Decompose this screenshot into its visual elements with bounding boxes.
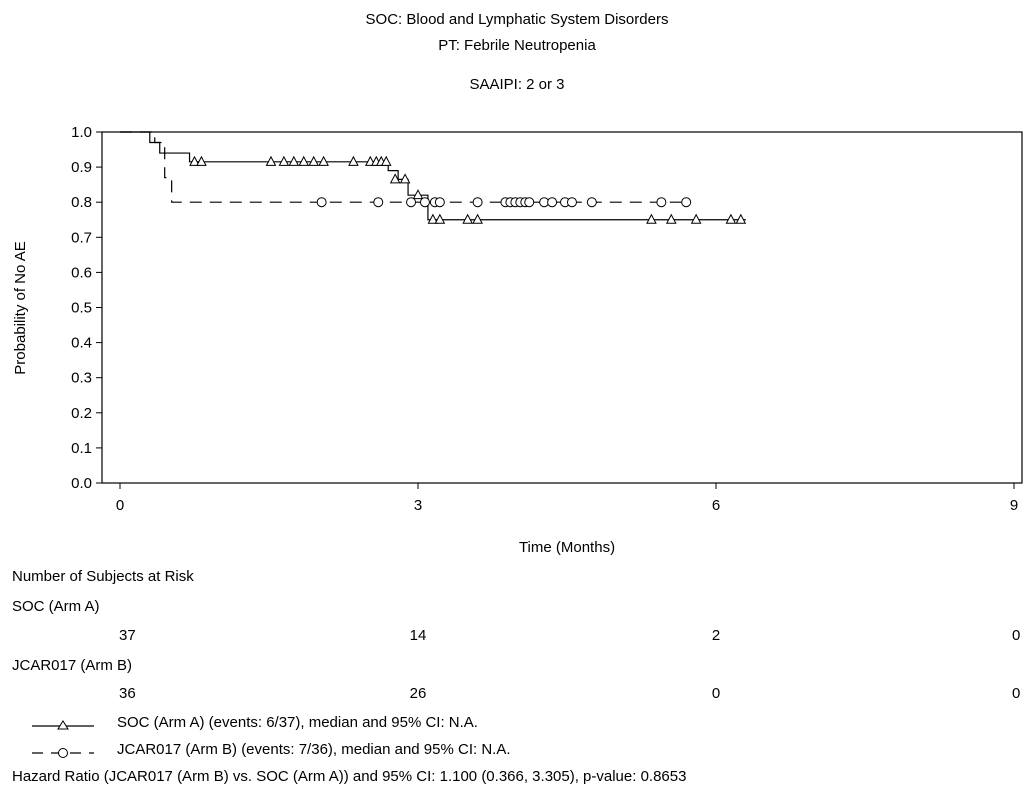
censor-marker-triangle <box>462 213 473 224</box>
x-tick-label: 3 <box>414 497 422 514</box>
censor-marker-triangle <box>434 213 446 224</box>
chart-subtitle: SAAIPI: 2 or 3 <box>469 76 565 93</box>
censor-marker-circle <box>656 197 667 208</box>
y-tick-label: 0.3 <box>71 370 92 387</box>
y-axis: 0.0 0.1 0.2 0.3 0.4 0.5 0.6 0.7 0.8 0.9 1.0 <box>71 124 102 492</box>
censor-marker-triangle <box>298 155 310 166</box>
legend-swatch-arm-a <box>32 720 94 730</box>
censor-marker-circle <box>406 197 417 208</box>
censor-marker-circle <box>524 197 535 208</box>
censor-marker-triangle <box>725 213 737 224</box>
risk-arm-a-count-9: 0 <box>1012 627 1021 644</box>
legend-arm-b: JCAR017 (Arm B) (events: 7/36), median a… <box>117 741 511 758</box>
censor-marker-triangle <box>288 155 300 166</box>
y-tick-label: 1.0 <box>71 124 92 141</box>
censor-marker-triangle <box>278 155 290 166</box>
censor-marker-triangle <box>380 155 392 166</box>
risk-arm-a-label: SOC (Arm A) <box>12 598 100 615</box>
censor-marker-triangle <box>348 155 359 166</box>
x-axis: 0 3 6 9 <box>116 483 1018 514</box>
y-axis-label: Probability of No AE <box>12 241 29 374</box>
censor-marker-circle <box>472 197 483 208</box>
risk-arm-b-count-3: 26 <box>409 685 427 702</box>
censor-marker-triangle <box>196 155 207 166</box>
censor-marker-circle <box>419 197 430 208</box>
y-tick-label: 0.1 <box>71 440 92 457</box>
y-tick-label: 0.4 <box>71 335 92 352</box>
hazard-ratio-text: Hazard Ratio (JCAR017 (Arm B) vs. SOC (A… <box>12 768 687 785</box>
censor-marker-circle <box>547 197 558 208</box>
y-tick-label: 0.7 <box>71 229 92 246</box>
legend-swatch-arm-b <box>32 748 94 758</box>
censor-marker-circle <box>586 197 597 208</box>
y-tick-label: 0.8 <box>71 194 92 211</box>
chart-title-pt: PT: Febrile Neutropenia <box>438 37 596 54</box>
plot-frame <box>101 131 1023 484</box>
y-tick-label: 0.9 <box>71 159 92 176</box>
censor-marker-triangle <box>189 155 200 166</box>
risk-arm-b-count-6: 0 <box>711 685 721 702</box>
censor-marker-triangle <box>690 213 702 224</box>
y-tick-label: 0.5 <box>71 300 92 317</box>
y-tick-label: 0.6 <box>71 264 92 281</box>
risk-arm-a-count-0: 37 <box>119 627 136 644</box>
plot-border <box>101 131 1023 484</box>
censor-marker-triangle <box>389 173 401 184</box>
km-chart: 0.0 0.1 0.2 0.3 0.4 0.5 0.6 0.7 0.8 0.9 1.0 0 3 6 9 P… <box>12 124 1023 556</box>
censor-marker-triangle <box>399 173 411 184</box>
series-layer <box>120 131 747 224</box>
risk-arm-a-count-6: 2 <box>711 627 721 644</box>
censor-marker-triangle <box>472 213 483 224</box>
censor-marker-triangle <box>427 213 439 224</box>
censor-marker-circle <box>434 197 445 208</box>
y-tick-label: 0.0 <box>71 475 92 492</box>
risk-table-title: Number of Subjects at Risk <box>12 568 194 585</box>
x-tick-label: 6 <box>712 497 720 514</box>
legend-arm-a: SOC (Arm A) (events: 6/37), median and 9… <box>117 714 478 731</box>
x-axis-label: Time (Months) <box>519 539 615 556</box>
censor-marker-circle <box>566 197 577 208</box>
censor-marker-triangle <box>665 213 677 224</box>
risk-arm-a-count-3: 14 <box>409 627 427 644</box>
y-tick-label: 0.2 <box>71 405 92 422</box>
censor-marker-circle <box>316 197 327 208</box>
censor-marker-circle <box>681 197 692 208</box>
risk-arm-b-count-0: 36 <box>119 685 136 702</box>
censor-marker-triangle <box>308 155 320 166</box>
censor-marker-triangle <box>735 213 747 224</box>
chart-title-soc: SOC: Blood and Lymphatic System Disorder… <box>365 11 669 28</box>
censor-marker-triangle <box>646 213 657 224</box>
x-tick-label: 9 <box>1010 497 1018 514</box>
km-curve-arm-b <box>120 131 687 203</box>
censor-marker-triangle <box>265 155 277 166</box>
censor-marker-triangle <box>318 155 329 166</box>
risk-arm-b-count-9: 0 <box>1012 685 1021 702</box>
censor-marker-circle <box>373 197 384 208</box>
x-tick-label: 0 <box>116 497 124 514</box>
risk-arm-b-label: JCAR017 (Arm B) <box>12 657 133 674</box>
censor-marker-triangle <box>412 189 424 200</box>
